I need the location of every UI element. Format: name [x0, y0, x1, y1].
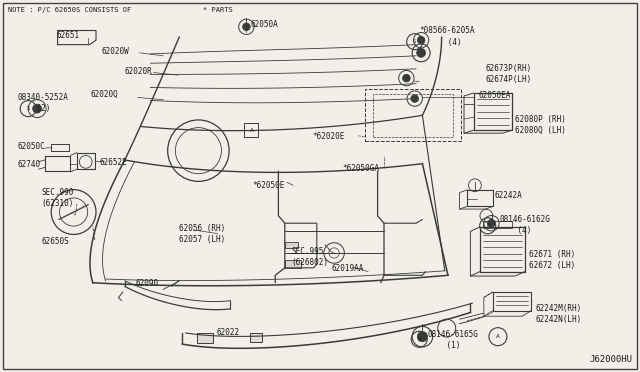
Bar: [285, 242, 298, 248]
Text: 62090: 62090: [136, 279, 159, 288]
Text: 62019AA: 62019AA: [332, 264, 364, 273]
Text: 62022: 62022: [217, 328, 240, 337]
Text: NOTE : P/C 62650S CONSISTS OF: NOTE : P/C 62650S CONSISTS OF: [8, 7, 136, 13]
Text: 62650S: 62650S: [42, 237, 69, 246]
Bar: [285, 260, 301, 268]
Bar: [250, 333, 262, 342]
Circle shape: [417, 36, 425, 44]
Text: 62651: 62651: [56, 31, 79, 40]
Circle shape: [403, 74, 410, 82]
Text: J62000HU: J62000HU: [589, 355, 632, 364]
Text: SEC.990
(62310): SEC.990 (62310): [42, 188, 74, 208]
Bar: [243, 123, 257, 137]
Text: 08146-6165G
    (1): 08146-6165G (1): [428, 330, 478, 350]
Bar: [197, 333, 213, 343]
Text: 62050C: 62050C: [18, 142, 45, 151]
Text: 08146-6162G
    (4): 08146-6162G (4): [499, 215, 550, 235]
Text: 62671 (RH)
62672 (LH): 62671 (RH) 62672 (LH): [529, 250, 575, 270]
Circle shape: [488, 219, 495, 227]
Text: 62050A: 62050A: [251, 20, 278, 29]
Text: *62050GA: *62050GA: [342, 164, 380, 173]
Text: 62740: 62740: [18, 160, 41, 169]
Text: 62652E: 62652E: [99, 158, 127, 167]
Text: 62020R: 62020R: [125, 67, 152, 76]
Text: 62056 (RH)
62057 (LH): 62056 (RH) 62057 (LH): [179, 224, 225, 244]
Circle shape: [243, 23, 250, 31]
Circle shape: [33, 104, 42, 113]
Text: 62050EA: 62050EA: [479, 92, 511, 100]
Circle shape: [417, 48, 426, 57]
Text: 62080P (RH)
62080Q (LH): 62080P (RH) 62080Q (LH): [515, 115, 566, 135]
Text: SEC.995
(626802): SEC.995 (626802): [291, 247, 328, 267]
Text: *62050E: *62050E: [253, 181, 285, 190]
Text: 08340-5252A
    (2): 08340-5252A (2): [18, 93, 68, 113]
Text: *62020E: *62020E: [312, 132, 345, 141]
Text: 62242M(RH)
62242N(LH): 62242M(RH) 62242N(LH): [535, 304, 581, 324]
Text: S: S: [26, 106, 30, 111]
Text: * PARTS: * PARTS: [203, 7, 233, 13]
Text: 62020W: 62020W: [101, 47, 129, 56]
Circle shape: [411, 95, 419, 102]
Text: A: A: [250, 128, 253, 133]
Text: *08566-6205A
      (4): *08566-6205A (4): [420, 26, 476, 46]
Text: A: A: [496, 334, 500, 339]
Text: B: B: [417, 337, 421, 342]
Circle shape: [417, 331, 428, 342]
Text: B: B: [486, 223, 490, 228]
Text: 62020Q: 62020Q: [91, 90, 118, 99]
Text: S: S: [413, 39, 417, 44]
Text: 62673P(RH)
62674P(LH): 62673P(RH) 62674P(LH): [485, 64, 531, 84]
Bar: [483, 221, 512, 228]
Text: 62242A: 62242A: [494, 191, 522, 200]
